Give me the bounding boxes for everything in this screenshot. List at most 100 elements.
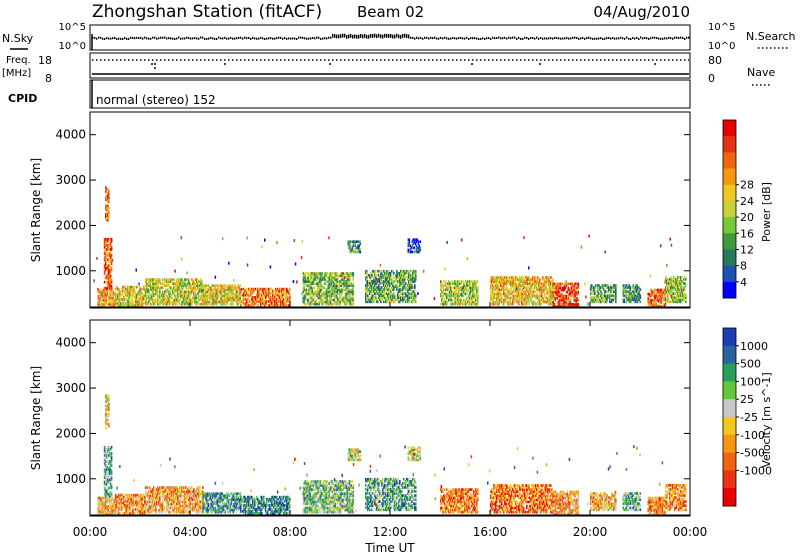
echo-cell bbox=[625, 294, 628, 298]
echo-cell bbox=[513, 286, 515, 290]
nsky-point bbox=[190, 37, 192, 40]
echo-cell bbox=[476, 288, 478, 292]
echo-cell bbox=[127, 293, 129, 297]
echo-cell bbox=[97, 502, 100, 506]
colorbar-swatch bbox=[723, 281, 736, 299]
echo-cell bbox=[519, 288, 521, 292]
echo-cell bbox=[385, 298, 387, 302]
echo-cell bbox=[375, 296, 377, 300]
echo-cell bbox=[128, 304, 130, 307]
echo-cell bbox=[493, 278, 495, 281]
echo-cell bbox=[256, 296, 258, 299]
echo-cell bbox=[303, 274, 306, 277]
echo-cell bbox=[136, 504, 138, 507]
echo-cell bbox=[683, 282, 685, 285]
echo-cell bbox=[348, 292, 351, 296]
echo-cell bbox=[151, 284, 153, 288]
echo-cell bbox=[254, 287, 256, 291]
echo-cell bbox=[507, 278, 509, 281]
echo-cell bbox=[135, 304, 137, 307]
echo-cell bbox=[303, 302, 306, 306]
echo-cell bbox=[191, 290, 193, 294]
echo-cell bbox=[267, 289, 269, 293]
echo-cell bbox=[354, 248, 357, 252]
echo-cell bbox=[132, 289, 134, 293]
echo-cell bbox=[202, 286, 205, 290]
echo-cell bbox=[454, 290, 456, 294]
echo-cell bbox=[338, 274, 341, 277]
echo-cell bbox=[465, 302, 467, 306]
echo-cell bbox=[149, 292, 151, 296]
echo-cell bbox=[634, 298, 637, 302]
echo-cell bbox=[341, 272, 344, 275]
echo-cell bbox=[409, 269, 411, 273]
echo-cell bbox=[469, 296, 471, 300]
echo-cell bbox=[629, 294, 632, 298]
echo-cell bbox=[477, 280, 479, 283]
echo-cell bbox=[350, 274, 353, 277]
echo-cell bbox=[462, 286, 464, 290]
echo-cell bbox=[313, 292, 316, 296]
echo-cell bbox=[450, 292, 452, 296]
echo-cell bbox=[405, 292, 407, 295]
echo-cell bbox=[156, 280, 158, 283]
echo-cell bbox=[492, 298, 494, 302]
echo-cell bbox=[324, 294, 327, 298]
echo-cell bbox=[542, 296, 544, 300]
echo-cell bbox=[265, 300, 267, 303]
echo-cell bbox=[664, 280, 666, 284]
echo-cell bbox=[405, 269, 407, 273]
echo-cell bbox=[107, 400, 109, 403]
echo-cell bbox=[150, 284, 152, 288]
echo-cell bbox=[112, 290, 115, 294]
nsky-point bbox=[150, 37, 152, 40]
echo-cell bbox=[171, 278, 173, 281]
echo-cell bbox=[269, 304, 271, 307]
echo-cell bbox=[269, 293, 271, 297]
echo-cell bbox=[226, 292, 229, 296]
echo-cell bbox=[154, 288, 156, 292]
echo-cell bbox=[227, 290, 230, 294]
echo-cell bbox=[150, 298, 152, 302]
echo-cell bbox=[105, 296, 108, 300]
echo-cell bbox=[625, 296, 628, 300]
echo-cell bbox=[392, 284, 394, 287]
echo-cell bbox=[680, 296, 682, 300]
echo-cell bbox=[377, 290, 379, 293]
echo-cell bbox=[365, 278, 367, 281]
echo-cell bbox=[331, 302, 334, 306]
echo-cell bbox=[336, 280, 339, 283]
echo-cell bbox=[351, 276, 354, 279]
echo-cell bbox=[409, 282, 411, 285]
echo-cell bbox=[325, 298, 328, 302]
echo-cell bbox=[143, 506, 145, 509]
echo-cell bbox=[448, 284, 450, 288]
echo-cell bbox=[110, 454, 113, 457]
nsky-point bbox=[604, 37, 606, 40]
echo-cell bbox=[227, 288, 230, 292]
echo-cell bbox=[231, 292, 234, 296]
echo-cell bbox=[132, 304, 134, 307]
echo-cell bbox=[623, 298, 626, 302]
echo-cell bbox=[140, 298, 142, 301]
echo-cell bbox=[113, 502, 116, 506]
echo-cell bbox=[313, 282, 316, 286]
echo-cell bbox=[630, 300, 633, 304]
echo-cell bbox=[314, 302, 317, 306]
echo-cell bbox=[175, 282, 177, 286]
echo-cell bbox=[141, 298, 143, 301]
echo-cell bbox=[121, 497, 123, 501]
echo-cell bbox=[625, 300, 628, 304]
echo-cell bbox=[569, 292, 572, 296]
nsky-point bbox=[440, 36, 442, 39]
echo-cell bbox=[130, 497, 132, 501]
echo-cell bbox=[339, 300, 342, 304]
echo-cell bbox=[120, 291, 122, 295]
echo-cell bbox=[319, 294, 322, 298]
echo-cell bbox=[208, 300, 211, 304]
echo-cell bbox=[405, 300, 407, 304]
echo-cell bbox=[109, 502, 112, 506]
echo-cell bbox=[615, 286, 617, 289]
echo-cell bbox=[546, 288, 548, 292]
nsky-point bbox=[288, 37, 290, 40]
